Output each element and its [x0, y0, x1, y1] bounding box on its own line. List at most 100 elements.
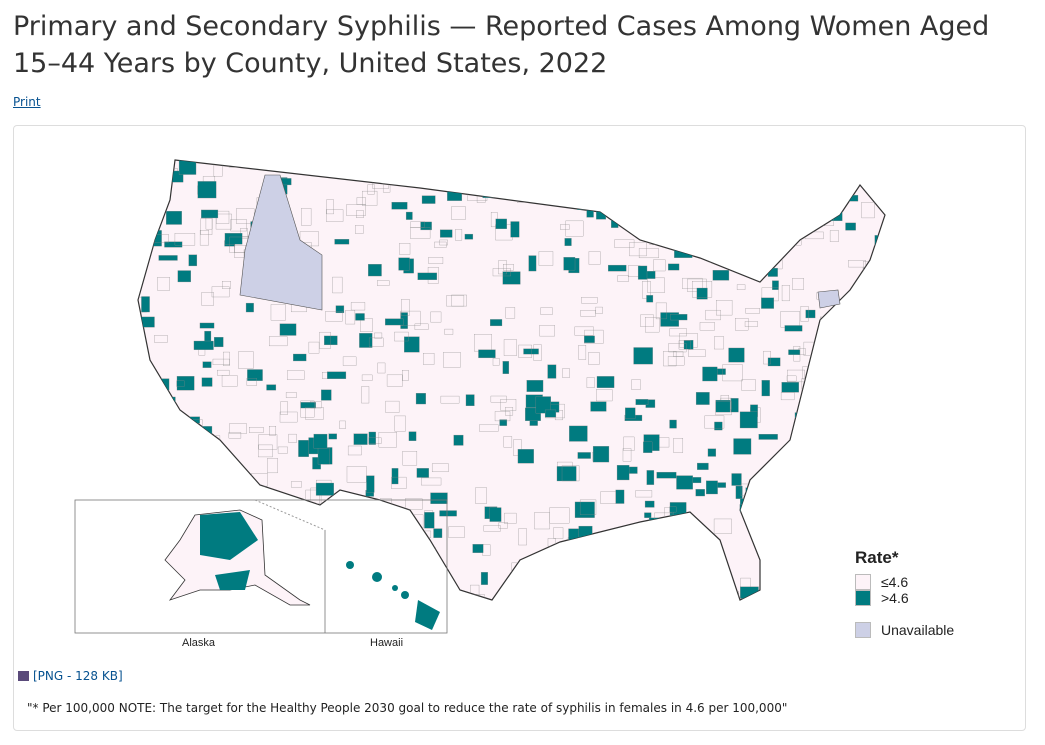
county	[368, 337, 384, 347]
county	[495, 218, 507, 230]
county	[362, 190, 378, 206]
county	[793, 525, 806, 541]
county	[631, 207, 643, 213]
county	[346, 466, 367, 483]
county	[221, 375, 238, 387]
county	[714, 336, 725, 350]
county	[244, 592, 253, 600]
county	[402, 451, 418, 466]
county	[640, 314, 654, 327]
county	[631, 379, 641, 390]
county	[262, 541, 271, 549]
county	[492, 357, 500, 366]
county	[602, 539, 622, 549]
county	[695, 214, 706, 229]
county	[364, 594, 376, 600]
county	[645, 317, 660, 333]
county	[669, 506, 677, 513]
county	[156, 378, 170, 391]
county	[656, 207, 673, 219]
county	[324, 506, 335, 520]
page-title: Primary and Secondary Syphilis — Reporte…	[13, 11, 990, 79]
county	[374, 332, 383, 339]
county	[655, 302, 667, 320]
county	[537, 186, 546, 200]
county	[325, 311, 343, 322]
county	[656, 471, 677, 479]
county	[505, 580, 513, 596]
county	[614, 239, 635, 248]
county	[334, 239, 350, 245]
county	[349, 506, 366, 513]
county	[465, 394, 475, 407]
county	[154, 335, 168, 343]
county	[577, 187, 588, 199]
county	[805, 309, 816, 319]
county	[395, 571, 404, 578]
county	[733, 161, 751, 173]
county	[519, 604, 530, 619]
county	[359, 333, 373, 348]
county	[287, 370, 305, 380]
county	[801, 479, 809, 490]
county	[420, 221, 432, 231]
county	[761, 297, 775, 309]
county	[724, 591, 740, 600]
county	[596, 570, 605, 583]
county	[308, 341, 320, 354]
county	[781, 382, 799, 393]
png-download-link[interactable]: [PNG - 128 KB]	[18, 669, 123, 683]
county	[588, 167, 604, 175]
county	[553, 527, 564, 539]
county	[417, 272, 438, 280]
county	[889, 254, 901, 264]
county	[889, 161, 895, 169]
county	[361, 374, 373, 381]
county	[222, 281, 231, 289]
county	[439, 510, 457, 517]
county	[353, 433, 368, 445]
county	[381, 567, 390, 579]
county	[258, 434, 278, 450]
county	[391, 201, 408, 210]
county	[408, 431, 417, 441]
county	[301, 208, 312, 226]
county	[686, 203, 704, 219]
county	[398, 257, 410, 271]
connecticut-unavailable	[817, 289, 841, 309]
county	[629, 242, 647, 257]
county	[562, 368, 570, 378]
county	[517, 182, 530, 189]
county	[377, 539, 388, 547]
county	[428, 257, 444, 264]
county	[683, 340, 694, 350]
county	[380, 572, 394, 587]
county	[201, 292, 214, 306]
county	[378, 432, 397, 448]
county	[298, 440, 309, 457]
county	[678, 340, 691, 350]
county	[886, 299, 900, 315]
county	[758, 254, 773, 261]
county	[199, 230, 209, 246]
county	[733, 438, 752, 455]
county	[240, 493, 252, 499]
county	[140, 316, 155, 328]
county	[615, 489, 625, 504]
county	[608, 264, 627, 272]
county	[877, 273, 885, 289]
county	[174, 233, 196, 246]
county	[349, 590, 363, 600]
county	[158, 534, 167, 549]
county	[417, 547, 437, 560]
county	[792, 278, 804, 290]
county	[735, 485, 743, 499]
county	[368, 264, 382, 277]
county	[588, 251, 601, 265]
county	[768, 521, 785, 539]
print-link[interactable]: Print	[13, 95, 41, 109]
idaho-unavailable	[239, 174, 323, 311]
county	[635, 490, 653, 498]
county	[327, 371, 347, 379]
county	[848, 260, 866, 268]
